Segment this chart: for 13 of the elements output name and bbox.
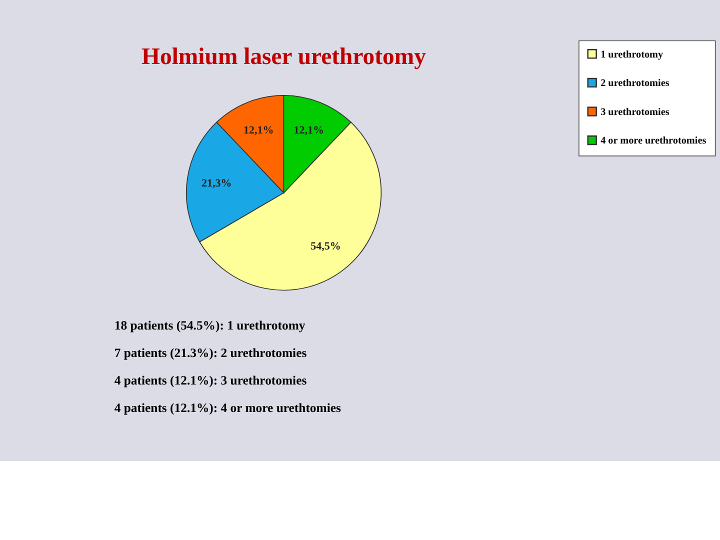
data-label: 21,3% [202,178,232,190]
legend-label: 3 urethrotomies [600,106,670,118]
legend-label: 2 urethrotomies [600,78,670,90]
legend-label: 4 or more urethrotomies [600,136,706,147]
text: 7 patients (21.3%): 2 urethrotomies [114,346,307,360]
legend-label: 1 urethrotomy [600,49,664,60]
data-label: 12,1% [294,124,324,136]
chart-title: Holmium laser urethrotomy [142,44,426,70]
data-label: 12,1% [243,124,274,136]
text: 18 patients (54.5%): 1 urethrotomy [114,318,306,332]
text: 4 patients (12.1%): 4 or more urethtomies [114,400,341,415]
data-label: 54,5% [310,240,341,252]
text: 4 patients (12.1%): 3 urethrotomies [114,373,307,388]
